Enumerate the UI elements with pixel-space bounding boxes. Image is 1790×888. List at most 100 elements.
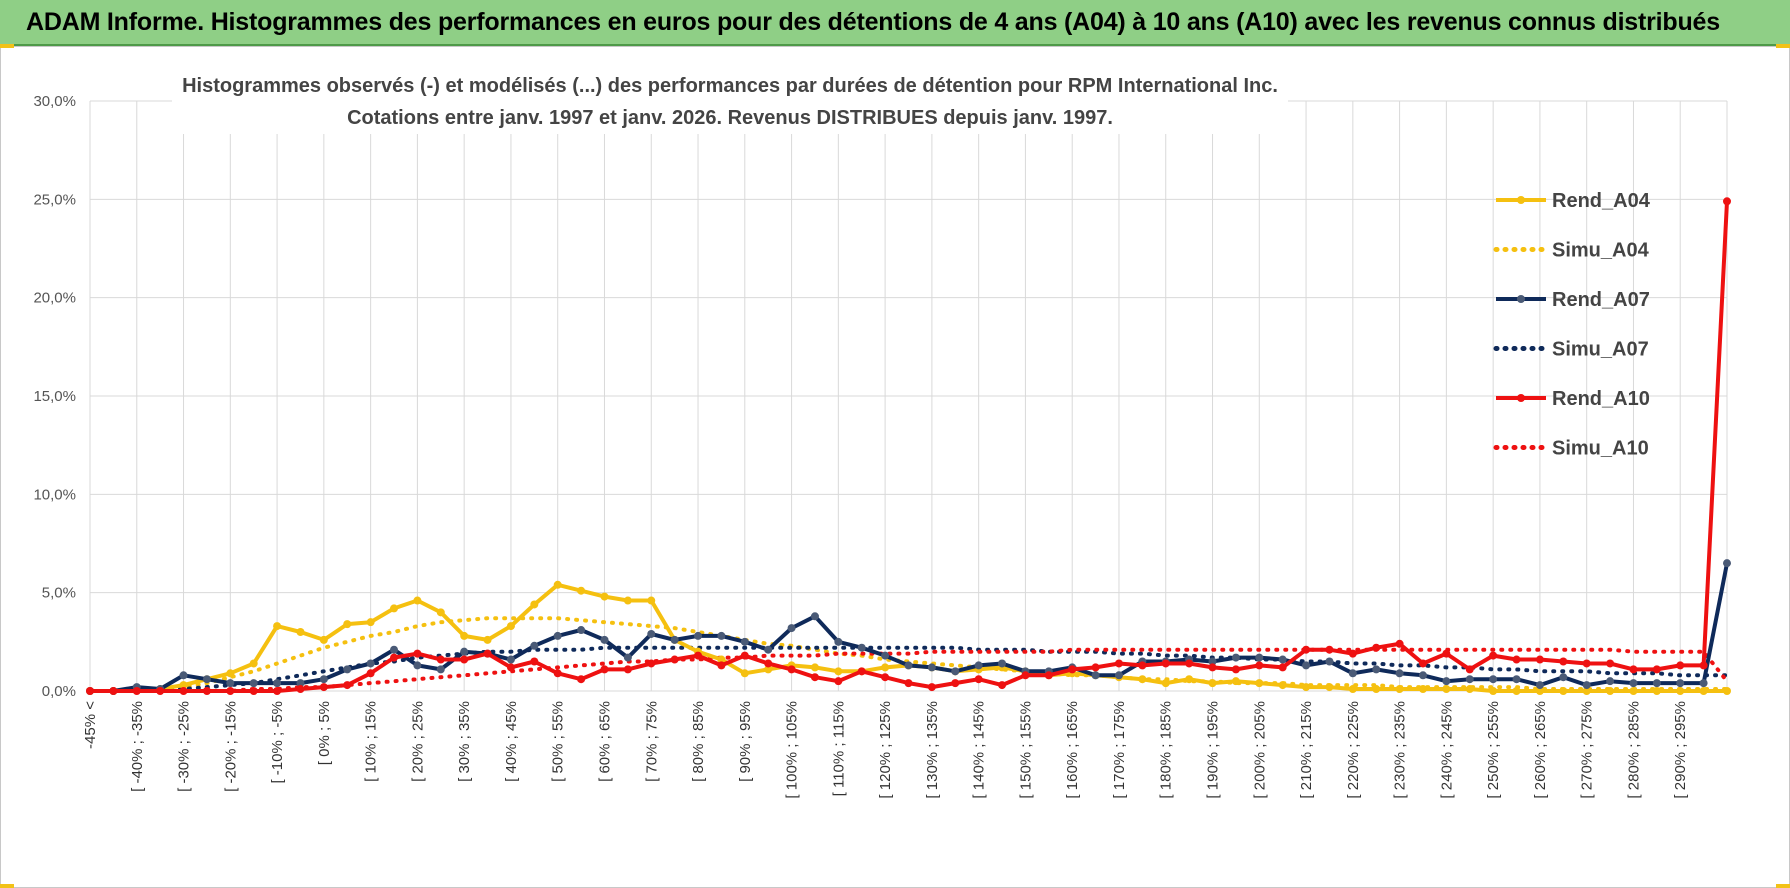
data-point (506, 663, 515, 672)
data-point (530, 657, 539, 666)
data-point (460, 655, 469, 664)
data-point (974, 661, 983, 670)
data-point (1699, 679, 1708, 688)
data-point (1723, 197, 1731, 206)
data-point (1302, 645, 1311, 654)
data-point (1208, 663, 1217, 672)
data-point (1231, 653, 1240, 662)
data-point (1185, 675, 1194, 684)
data-point (1723, 687, 1731, 695)
x-tick-label: [ 40% ; 45% (503, 701, 520, 782)
legend-label: Rend_A04 (1552, 190, 1651, 212)
data-point (1091, 663, 1100, 672)
chart-title: Histogrammes observés (-) et modélisés (… (182, 75, 1278, 97)
data-point (1138, 661, 1147, 670)
data-point (1512, 675, 1521, 684)
chart-titles: Histogrammes observés (-) et modélisés (… (172, 64, 1288, 134)
data-point (1442, 649, 1451, 658)
data-point (1699, 661, 1708, 670)
data-point (1629, 665, 1638, 674)
data-point (366, 669, 375, 678)
data-point (647, 659, 656, 668)
data-point (1512, 655, 1521, 664)
y-tick-label: 0,0% (42, 683, 76, 700)
data-point (296, 685, 305, 694)
data-point (1091, 671, 1100, 680)
x-tick-label: [ 160% ; 165% (1064, 701, 1081, 799)
series-line-simu_a10 (88, 647, 1729, 693)
x-tick-label: [ 0% ; 5% (316, 701, 333, 765)
legend-marker (1517, 394, 1525, 402)
x-tick-label: [ 50% ; 55% (550, 701, 567, 782)
data-point (810, 663, 819, 672)
x-tick-label: [ 30% ; 35% (456, 701, 473, 782)
data-point (787, 624, 796, 633)
x-tick-label: [ -40% ; -35% (129, 701, 146, 792)
data-point (1278, 663, 1287, 672)
data-point (273, 679, 282, 688)
data-point (787, 665, 796, 674)
data-point (740, 669, 749, 678)
data-point (1652, 687, 1661, 695)
data-point (390, 653, 399, 662)
data-point (553, 631, 562, 640)
data-point (413, 661, 422, 670)
data-point (1699, 687, 1708, 695)
legend: Rend_A04 Simu_A04 Rend_A07 Simu_A07 Rend_A10… (1493, 190, 1651, 460)
x-tick-label: [ 190% ; 195% (1205, 701, 1222, 799)
x-tick-label: [ 80% ; 85% (690, 701, 707, 782)
data-point (483, 649, 492, 658)
data-point (1348, 669, 1357, 678)
data-point (904, 661, 913, 670)
data-point (1676, 687, 1685, 695)
data-point (1442, 685, 1451, 694)
data-point (998, 659, 1007, 668)
data-point (834, 667, 843, 676)
data-point (553, 669, 562, 678)
data-point (740, 651, 749, 660)
data-point (1278, 681, 1287, 690)
data-point (694, 631, 703, 640)
data-point (647, 596, 656, 605)
x-tick-label: [ 210% ; 215% (1298, 701, 1315, 799)
data-point (530, 641, 539, 650)
data-point (1582, 659, 1591, 668)
x-tick-label: [ -30% ; -25% (176, 701, 193, 792)
data-point (1535, 681, 1544, 690)
data-point (1606, 687, 1615, 695)
data-point (273, 622, 282, 631)
data-point (1255, 679, 1264, 688)
data-point (647, 629, 656, 638)
data-point (1372, 665, 1381, 674)
banner-title: ADAM Informe. Histogrammes des performan… (26, 8, 1720, 36)
data-point (436, 655, 445, 664)
data-point (1418, 659, 1427, 668)
data-point (623, 653, 632, 662)
data-point (1325, 683, 1334, 692)
legend-label: Simu_A07 (1552, 339, 1649, 361)
x-tick-label: -45% < (82, 701, 99, 749)
data-point (296, 628, 305, 636)
data-point (1723, 559, 1731, 568)
legend-label: Rend_A10 (1552, 388, 1650, 410)
data-point (1418, 685, 1427, 694)
data-point (202, 675, 211, 684)
data-point (1114, 671, 1123, 680)
data-point (249, 659, 258, 668)
data-point (109, 687, 118, 695)
data-point (600, 635, 609, 644)
data-point (1372, 685, 1381, 694)
data-point (1138, 675, 1147, 684)
title-background (172, 64, 1288, 134)
data-point (1395, 685, 1404, 694)
data-point (249, 679, 258, 688)
series-group (86, 197, 1731, 695)
x-tick-label: [ 200% ; 205% (1251, 701, 1268, 799)
data-point (1652, 679, 1661, 688)
data-point (530, 600, 539, 609)
corner-mark (0, 44, 14, 48)
series-line-rend_a07 (90, 562, 1729, 693)
data-point (670, 635, 679, 644)
data-point (1676, 661, 1685, 670)
x-tick-label: [ 120% ; 125% (877, 701, 894, 799)
